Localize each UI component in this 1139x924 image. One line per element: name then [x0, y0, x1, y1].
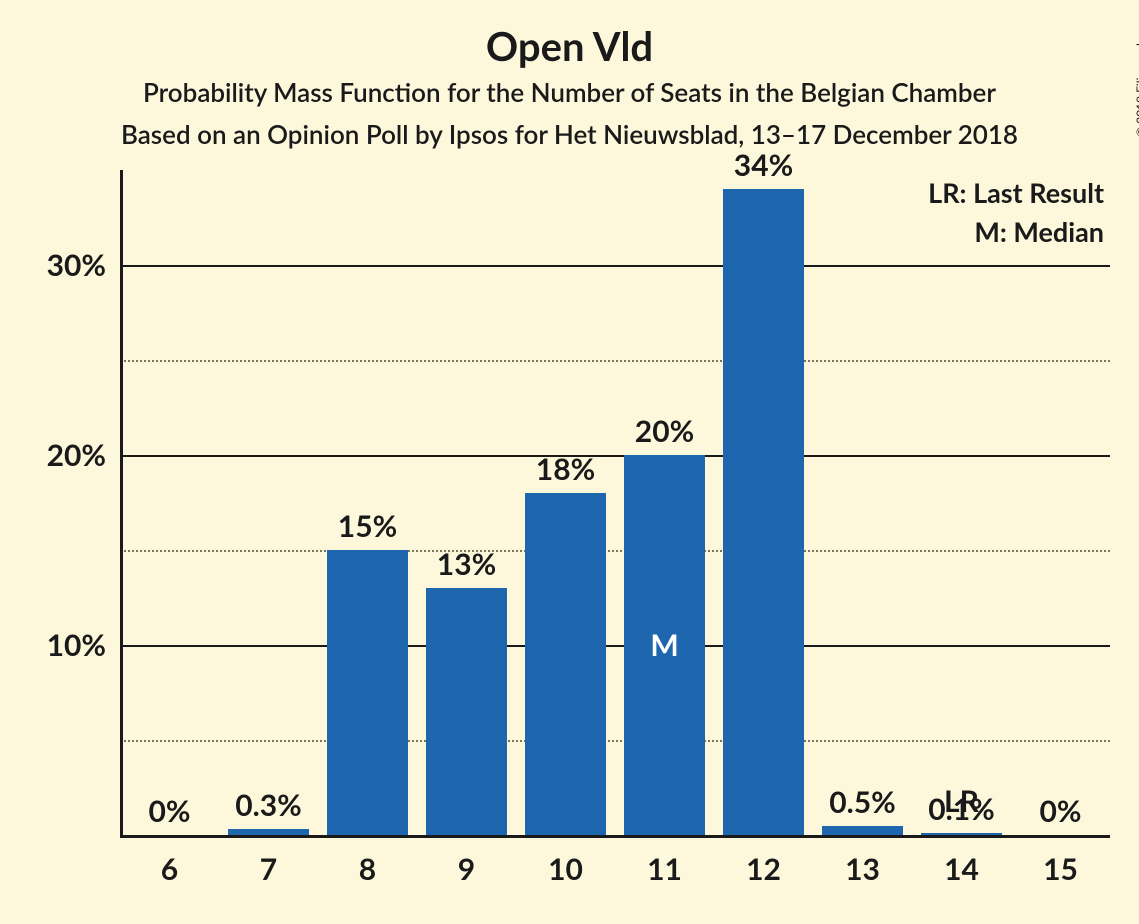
gridline-minor	[120, 360, 1110, 362]
x-tick-label: 10	[548, 835, 583, 887]
chart-subtitle-2: Based on an Opinion Poll by Ipsos for He…	[0, 118, 1139, 150]
copyright-text: © 2019 Filip van Laenen	[1133, 8, 1139, 137]
chart-subtitle-1: Probability Mass Function for the Number…	[0, 76, 1139, 108]
bar-value-label: 34%	[734, 147, 793, 183]
bar-value-label: 13%	[437, 546, 496, 582]
median-marker: M	[650, 627, 678, 663]
x-tick-label: 13	[845, 835, 880, 887]
last-result-marker: LR	[944, 783, 979, 819]
x-tick-label: 6	[161, 835, 178, 887]
legend-entry: M: Median	[974, 215, 1104, 248]
bar-value-label: 0.3%	[235, 787, 302, 823]
bar-value-label: 0%	[149, 793, 191, 829]
x-tick-label: 7	[260, 835, 277, 887]
bar	[822, 826, 903, 836]
chart-title: Open Vld	[0, 22, 1139, 70]
bar	[525, 493, 606, 835]
y-tick-label: 20%	[47, 437, 120, 473]
y-tick-label: 30%	[47, 247, 120, 283]
x-tick-label: 14	[944, 835, 979, 887]
x-tick-label: 15	[1043, 835, 1078, 887]
gridline-major	[120, 265, 1110, 267]
gridline-minor	[120, 550, 1110, 552]
bar	[426, 588, 507, 835]
x-tick-label: 11	[647, 835, 682, 887]
x-tick-label: 8	[359, 835, 376, 887]
chart-plot-area: 10%20%30%0%60.3%715%813%918%1020%1134%12…	[120, 170, 1110, 835]
y-axis	[120, 170, 123, 835]
gridline-major	[120, 645, 1110, 647]
bar	[723, 189, 804, 835]
x-axis	[120, 835, 1110, 838]
bar	[327, 550, 408, 835]
bar-value-label: 18%	[536, 451, 595, 487]
x-tick-label: 9	[458, 835, 475, 887]
legend-entry: LR: Last Result	[928, 176, 1104, 209]
bar-value-label: 0.5%	[829, 784, 896, 820]
bar-value-label: 15%	[338, 508, 397, 544]
chart-canvas: Open Vld Probability Mass Function for t…	[0, 0, 1139, 924]
x-tick-label: 12	[746, 835, 781, 887]
y-tick-label: 10%	[47, 627, 120, 663]
bar-value-label: 20%	[635, 413, 694, 449]
bar-value-label: 0%	[1040, 793, 1082, 829]
gridline-major	[120, 455, 1110, 457]
gridline-minor	[120, 740, 1110, 742]
